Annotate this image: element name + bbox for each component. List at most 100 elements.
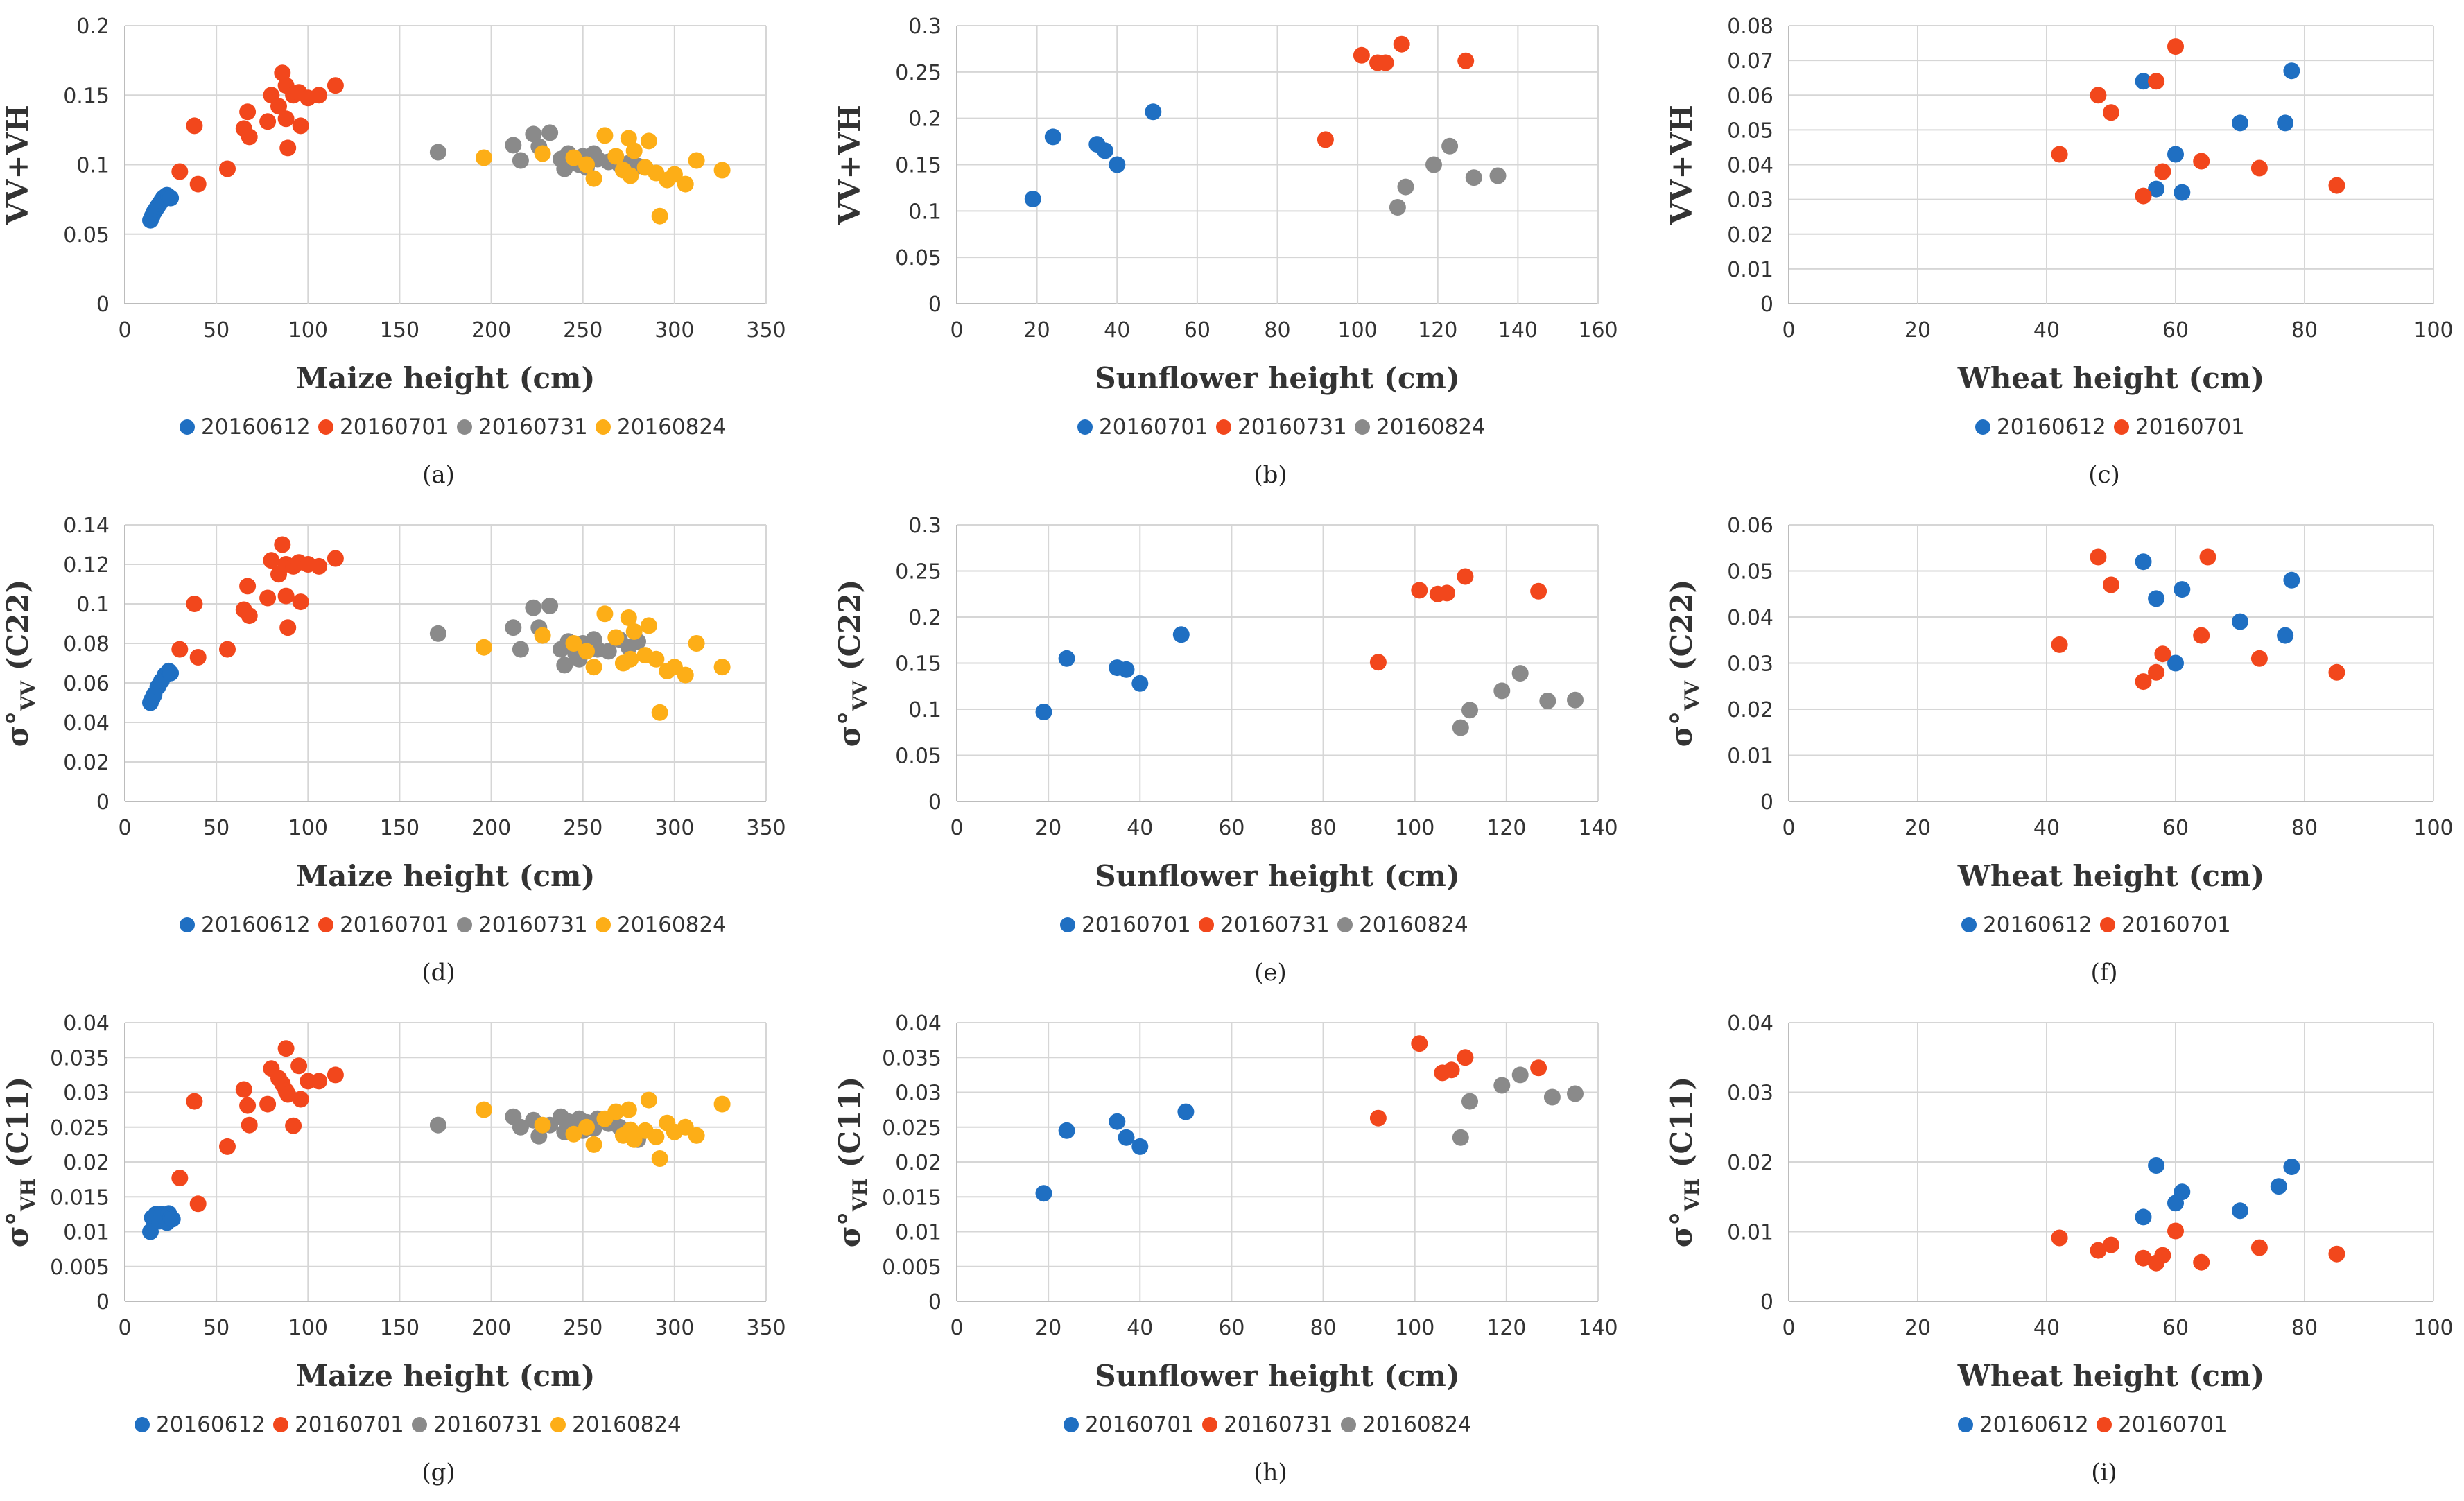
legend-entry: 20160824	[1359, 912, 1468, 937]
y-tick-label: 0.05	[895, 745, 942, 769]
data-point	[270, 98, 287, 115]
data-point	[2090, 87, 2107, 104]
data-point	[625, 142, 643, 159]
data-point	[263, 552, 280, 569]
data-point	[2193, 153, 2210, 170]
panel-caption: (d)	[422, 959, 455, 987]
x-tick-label: 100	[288, 318, 328, 342]
legend-entry: 20160731	[433, 1412, 543, 1437]
x-tick-label: 0	[950, 318, 963, 342]
x-tick-label: 350	[746, 318, 786, 342]
y-tick-label: 0.03	[63, 1082, 110, 1106]
data-point	[622, 650, 639, 668]
y-axis-label: VV+VH	[1, 105, 35, 225]
data-point	[1096, 142, 1113, 159]
legend-marker	[1355, 419, 1370, 435]
x-tick-label: 0	[950, 1316, 963, 1340]
panel-caption: (h)	[1253, 1459, 1287, 1486]
data-point	[290, 1057, 308, 1075]
data-point	[1452, 1129, 1469, 1146]
series-20160824	[1452, 1066, 1584, 1146]
data-point	[1465, 169, 1482, 186]
x-tick-label: 0	[118, 1316, 131, 1340]
data-point	[1511, 1066, 1529, 1084]
y-tick-label: 0.08	[1727, 15, 1773, 39]
chart-d: 0 0.02 0.04 0.06 0.08 0.1 0.12 0.14 0 50 100 150 200…	[1, 514, 786, 987]
y-axis-label: σ°VH (C11)	[1, 1077, 40, 1247]
data-point	[620, 1101, 637, 1118]
data-point	[713, 162, 731, 179]
y-tick-label: 0.025	[50, 1116, 110, 1140]
data-point	[219, 1138, 236, 1155]
x-tick-label: 100	[2413, 318, 2453, 342]
data-point	[1511, 665, 1529, 682]
data-point	[2135, 1249, 2152, 1267]
x-axis-label: Wheat height (cm)	[1957, 859, 2265, 893]
data-point	[2051, 1229, 2068, 1247]
data-point	[622, 167, 639, 184]
legend-entry: 20160824	[617, 415, 727, 440]
y-tick-label: 0.3	[908, 15, 942, 39]
data-point	[2051, 636, 2068, 653]
data-point	[219, 641, 236, 658]
data-point	[171, 641, 189, 658]
series-20160731	[1369, 568, 1547, 671]
legend-entry: 20160701	[340, 912, 449, 937]
series-20160824	[476, 127, 731, 225]
panel-caption: (i)	[2091, 1459, 2117, 1486]
legend: 20160612 20160701 20160731 20160824	[180, 415, 727, 440]
legend-marker	[2100, 917, 2115, 932]
data-point	[1439, 584, 1455, 602]
data-point	[1530, 1059, 1547, 1077]
data-point	[189, 649, 207, 666]
x-tick-label: 120	[1486, 1316, 1526, 1340]
y-tick-label: 0.05	[1727, 560, 1773, 584]
legend-marker	[412, 1417, 427, 1432]
y-tick-label: 0.05	[895, 246, 942, 270]
legend-marker	[318, 917, 333, 932]
data-point	[2135, 73, 2152, 90]
data-point	[1058, 650, 1075, 667]
y-tick-label: 0.04	[1727, 154, 1773, 178]
data-point	[600, 643, 617, 660]
legend-entry: 20160701	[1085, 1412, 1195, 1437]
data-point	[1457, 1049, 1474, 1066]
data-point	[2148, 663, 2165, 681]
x-axis-label: Maize height (cm)	[296, 1359, 596, 1393]
chart-f: 0 0.01 0.02 0.03 0.04 0.05 0.06 0 20 40 60 80 100 Whe…	[1665, 514, 2454, 987]
data-point	[2250, 159, 2268, 177]
x-tick-label: 0	[1782, 816, 1795, 840]
legend-marker	[457, 917, 472, 932]
data-point	[1425, 156, 1442, 173]
x-tick-label: 100	[1395, 1316, 1434, 1340]
data-point	[1035, 704, 1052, 720]
data-point	[164, 1211, 181, 1228]
legend-marker	[180, 419, 195, 435]
y-axis-label: VV+VH	[833, 105, 867, 225]
data-point	[311, 87, 328, 104]
legend-marker	[1077, 419, 1093, 435]
panel-caption: (g)	[422, 1459, 455, 1486]
x-tick-label: 20	[1035, 816, 1061, 840]
data-point	[556, 657, 573, 674]
chart-a: 0 0.05 0.1 0.15 0.2 0 50 100 150 200 250 300 350 Maiz…	[1, 15, 786, 489]
y-tick-label: 0.06	[1727, 514, 1773, 538]
data-point	[1145, 103, 1162, 121]
y-axis-label: σ°VH (C11)	[833, 1077, 871, 1247]
x-tick-label: 0	[1782, 318, 1795, 342]
x-axis-label: Sunflower height (cm)	[1095, 1359, 1459, 1393]
y-tick-label: 0.05	[63, 223, 110, 248]
x-tick-label: 100	[1395, 816, 1434, 840]
x-tick-label: 300	[654, 816, 694, 840]
legend-entry: 20160612	[1997, 415, 2106, 440]
legend: 20160701 20160731 20160824	[1060, 912, 1468, 937]
data-point	[186, 596, 203, 612]
legend-marker	[318, 419, 333, 435]
data-point	[1457, 568, 1474, 585]
data-point	[578, 1118, 595, 1136]
y-tick-label: 0.02	[1727, 1151, 1773, 1175]
x-axis-label: Wheat height (cm)	[1957, 361, 2265, 395]
data-point	[1131, 675, 1149, 692]
data-point	[620, 130, 637, 147]
x-tick-label: 80	[1264, 318, 1290, 342]
